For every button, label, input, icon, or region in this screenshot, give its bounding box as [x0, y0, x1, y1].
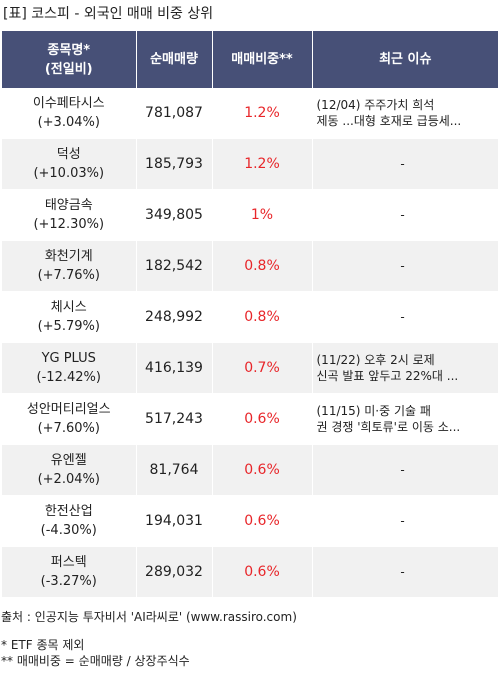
issue-line2: 권 경쟁 '희토류'로 이동 소...: [316, 420, 461, 434]
net-volume-cell: 182,542: [136, 240, 213, 292]
table-row: 태양금속 (+12.30%) 349,805 1% -: [2, 189, 498, 241]
trade-share-cell: 0.8%: [212, 291, 313, 343]
stock-name[interactable]: YG PLUS: [41, 351, 96, 366]
net-volume-cell: 194,031: [136, 495, 213, 547]
header-issue: 최근 이슈: [312, 31, 498, 88]
stock-change: (-4.30%): [40, 523, 97, 538]
recent-issue-cell: -: [312, 189, 498, 241]
table-row: 한전산업 (-4.30%) 194,031 0.6% -: [2, 495, 498, 547]
stock-name[interactable]: 성안머티리얼스: [26, 402, 111, 417]
stock-name-cell: YG PLUS (-12.42%): [2, 342, 137, 394]
table-header-row: 종목명* (전일비) 순매매량 매매비중** 최근 이슈: [2, 31, 498, 88]
stock-name[interactable]: 화천기계: [44, 249, 93, 264]
trade-share-cell: 0.7%: [212, 342, 313, 394]
stock-name-cell: 덕성 (+10.03%): [2, 138, 137, 190]
trade-share-cell: 0.6%: [212, 444, 313, 496]
recent-issue-cell: -: [312, 495, 498, 547]
stock-name[interactable]: 태양금속: [44, 198, 93, 213]
stock-name-cell: 퍼스텍 (-3.27%): [2, 546, 137, 598]
stock-name[interactable]: 유엔젤: [50, 453, 87, 468]
issue-line1: -: [400, 208, 405, 222]
recent-issue-cell: -: [312, 240, 498, 292]
page-title: [표] 코스피 - 외국인 매매 비중 상위: [3, 6, 214, 22]
stock-change: (+7.60%): [37, 421, 100, 436]
table-row: 퍼스텍 (-3.27%) 289,032 0.6% -: [2, 546, 498, 598]
issue-line1: -: [400, 463, 405, 477]
stock-name-cell: 체시스 (+5.79%): [2, 291, 137, 343]
stock-name-cell: 유엔젤 (+2.04%): [2, 444, 137, 496]
net-volume-cell: 349,805: [136, 189, 213, 241]
table-row: 체시스 (+5.79%) 248,992 0.8% -: [2, 291, 498, 343]
stock-name[interactable]: 덕성: [56, 147, 81, 162]
header-name-line2: (전일비): [44, 61, 93, 77]
recent-issue-cell: -: [312, 546, 498, 598]
table-row: 이수페타시스 (+3.04%) 781,087 1.2% (12/04) 주주가치 희석…: [2, 88, 498, 139]
issue-line1: (11/22) 오후 2시 로제: [316, 353, 435, 367]
stock-name-cell: 이수페타시스 (+3.04%): [2, 88, 137, 139]
stock-change: (-12.42%): [36, 370, 101, 385]
stock-change: (+5.79%): [37, 319, 100, 334]
table-row: 화천기계 (+7.76%) 182,542 0.8% -: [2, 240, 498, 292]
recent-issue-cell: -: [312, 138, 498, 190]
stock-name-cell: 한전산업 (-4.30%): [2, 495, 137, 547]
trade-share-cell: 0.8%: [212, 240, 313, 292]
stock-name[interactable]: 한전산업: [44, 504, 93, 519]
net-volume-cell: 289,032: [136, 546, 213, 598]
stock-name-cell: 화천기계 (+7.76%): [2, 240, 137, 292]
table-row: 덕성 (+10.03%) 185,793 1.2% -: [2, 138, 498, 190]
header-name: 종목명* (전일비): [2, 31, 137, 88]
stock-change: (+2.04%): [37, 472, 100, 487]
foreign-trading-table: 종목명* (전일비) 순매매량 매매비중** 최근 이슈 이수페타시스 (+3.0…: [2, 31, 498, 598]
net-volume-cell: 517,243: [136, 393, 213, 445]
issue-line2: 제동 ...대형 호재로 급등세...: [316, 114, 462, 128]
trade-share-cell: 0.6%: [212, 546, 313, 598]
issue-line1: (12/04) 주주가치 희석: [316, 98, 435, 112]
share-formula-note: ** 매매비중 = 순매매량 / 상장주식수: [1, 654, 190, 668]
net-volume-cell: 185,793: [136, 138, 213, 190]
issue-line1: (11/15) 미·중 기술 패: [316, 404, 431, 418]
recent-issue-cell: -: [312, 291, 498, 343]
trade-share-cell: 1%: [212, 189, 313, 241]
stock-change: (+10.03%): [33, 166, 105, 181]
header-name-line1: 종목명*: [47, 42, 91, 58]
stock-change: (+12.30%): [33, 217, 105, 232]
trade-share-cell: 1.2%: [212, 88, 313, 139]
net-volume-cell: 416,139: [136, 342, 213, 394]
etf-exclusion-note: * ETF 종목 제외: [1, 638, 85, 652]
issue-line1: -: [400, 514, 405, 528]
trade-share-cell: 0.6%: [212, 495, 313, 547]
header-share: 매매비중**: [212, 31, 313, 88]
stock-change: (+7.76%): [37, 268, 100, 283]
stock-name[interactable]: 체시스: [50, 300, 87, 315]
recent-issue-cell: -: [312, 444, 498, 496]
stock-name[interactable]: 이수페타시스: [32, 96, 105, 111]
table-row: YG PLUS (-12.42%) 416,139 0.7% (11/22) 오후 2시…: [2, 342, 498, 394]
stock-change: (+3.04%): [37, 115, 100, 130]
stock-name[interactable]: 퍼스텍: [50, 555, 87, 570]
source-note: 출처 : 인공지능 투자비서 'AI라씨로' (www.rassiro.com): [1, 610, 297, 624]
table-row: 성안머티리얼스 (+7.60%) 517,243 0.6% (11/15) 미·중 기술…: [2, 393, 498, 445]
trade-share-cell: 1.2%: [212, 138, 313, 190]
issue-line1: -: [400, 310, 405, 324]
stock-name-cell: 태양금속 (+12.30%): [2, 189, 137, 241]
net-volume-cell: 248,992: [136, 291, 213, 343]
stock-change: (-3.27%): [40, 574, 97, 589]
stock-name-cell: 성안머티리얼스 (+7.60%): [2, 393, 137, 445]
net-volume-cell: 781,087: [136, 88, 213, 139]
issue-line2: 신곡 발표 앞두고 22%대 ...: [316, 369, 459, 383]
issue-line1: -: [400, 565, 405, 579]
issue-line1: -: [400, 259, 405, 273]
issue-line1: -: [400, 157, 405, 171]
trade-share-cell: 0.6%: [212, 393, 313, 445]
header-volume: 순매매량: [136, 31, 213, 88]
table-row: 유엔젤 (+2.04%) 81,764 0.6% -: [2, 444, 498, 496]
net-volume-cell: 81,764: [136, 444, 213, 496]
